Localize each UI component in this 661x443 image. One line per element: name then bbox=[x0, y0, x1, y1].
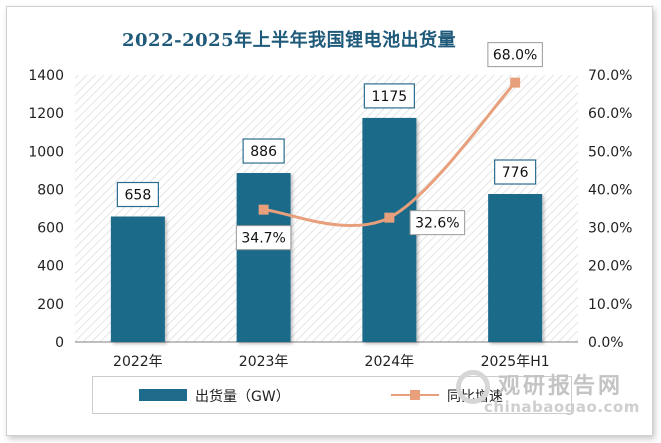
legend-bar-swatch bbox=[139, 389, 187, 401]
bar-data-label-box bbox=[116, 181, 159, 208]
y-right-tick-label: 20.0% bbox=[588, 259, 632, 275]
bar-data-label-text: 658 bbox=[125, 188, 152, 204]
bar bbox=[362, 117, 417, 343]
bar-data-label-text: 886 bbox=[250, 144, 277, 160]
y-left-tick-label: 1400 bbox=[28, 68, 64, 84]
y-left-tick-label: 0 bbox=[55, 335, 64, 351]
growth-marker bbox=[384, 212, 395, 223]
legend-bar-label: 出货量（GW） bbox=[195, 389, 290, 405]
growth-data-label-text: 68.0% bbox=[493, 48, 537, 64]
legend: 出货量（GW） 同比增速 bbox=[92, 376, 572, 414]
chart-title: 2022-2025年上半年我国锂电池出货量 bbox=[122, 30, 457, 51]
growth-data-label-text: 32.6% bbox=[415, 216, 459, 232]
y-left-tick-label: 400 bbox=[37, 259, 64, 275]
bar-data-label: 1175 bbox=[363, 83, 415, 109]
legend-line-label: 同比增速 bbox=[447, 389, 503, 405]
bar bbox=[236, 173, 291, 342]
y-left-tick-label: 1200 bbox=[28, 106, 64, 122]
legend-line-marker bbox=[410, 390, 420, 400]
x-tick-label: 2024年 bbox=[365, 354, 415, 370]
bar-data-label-box bbox=[494, 159, 537, 185]
growth-data-label-box bbox=[235, 225, 292, 251]
y-right-tick-label: 40.0% bbox=[588, 182, 632, 198]
bar-data-label-text: 1175 bbox=[372, 89, 408, 105]
growth-data-label: 32.6% bbox=[409, 210, 466, 236]
bar-data-label-box bbox=[242, 138, 285, 164]
bar-data-label: 776 bbox=[494, 159, 537, 185]
growth-data-label-box bbox=[487, 42, 543, 68]
y-left-tick-label: 200 bbox=[37, 297, 64, 313]
x-tick-label: 2023年 bbox=[239, 354, 289, 370]
y-right-tick-label: 0.0% bbox=[588, 335, 624, 351]
y-right-tick-label: 70.0% bbox=[588, 68, 632, 84]
y-left-tick-label: 1000 bbox=[28, 144, 64, 160]
growth-marker bbox=[510, 77, 521, 88]
bar bbox=[110, 216, 165, 342]
growth-data-label: 34.7% bbox=[235, 225, 292, 251]
y-left-tick-label: 800 bbox=[37, 182, 64, 198]
x-tick-label: 2025年H1 bbox=[481, 354, 550, 370]
bar bbox=[488, 194, 543, 342]
growth-data-label-box bbox=[409, 210, 466, 236]
y-right-tick-label: 60.0% bbox=[588, 106, 632, 122]
y-right-tick-label: 50.0% bbox=[588, 144, 632, 160]
bar-data-label-box bbox=[363, 83, 415, 109]
growth-data-label-text: 34.7% bbox=[241, 231, 285, 247]
x-tick-label: 2022年 bbox=[113, 354, 163, 370]
bar-data-label: 658 bbox=[116, 181, 159, 208]
y-right-tick-label: 30.0% bbox=[588, 221, 632, 237]
y-left-tick-label: 600 bbox=[37, 221, 64, 237]
growth-marker bbox=[258, 204, 269, 215]
bar-data-label: 886 bbox=[242, 138, 285, 164]
bar-data-label-text: 776 bbox=[502, 165, 529, 181]
y-right-tick-label: 10.0% bbox=[588, 297, 632, 313]
growth-data-label: 68.0% bbox=[487, 42, 543, 68]
